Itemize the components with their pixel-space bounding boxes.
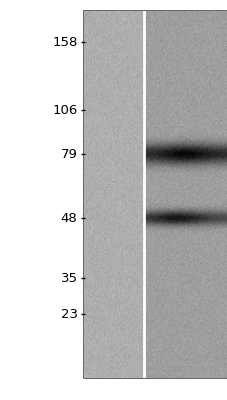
Text: 106: 106 — [52, 104, 77, 116]
Text: 48: 48 — [61, 212, 77, 224]
Text: 79: 79 — [60, 148, 77, 160]
Text: 158: 158 — [52, 36, 77, 48]
Text: 23: 23 — [60, 308, 77, 320]
Bar — [83, 10, 226, 378]
Text: 35: 35 — [60, 272, 77, 284]
